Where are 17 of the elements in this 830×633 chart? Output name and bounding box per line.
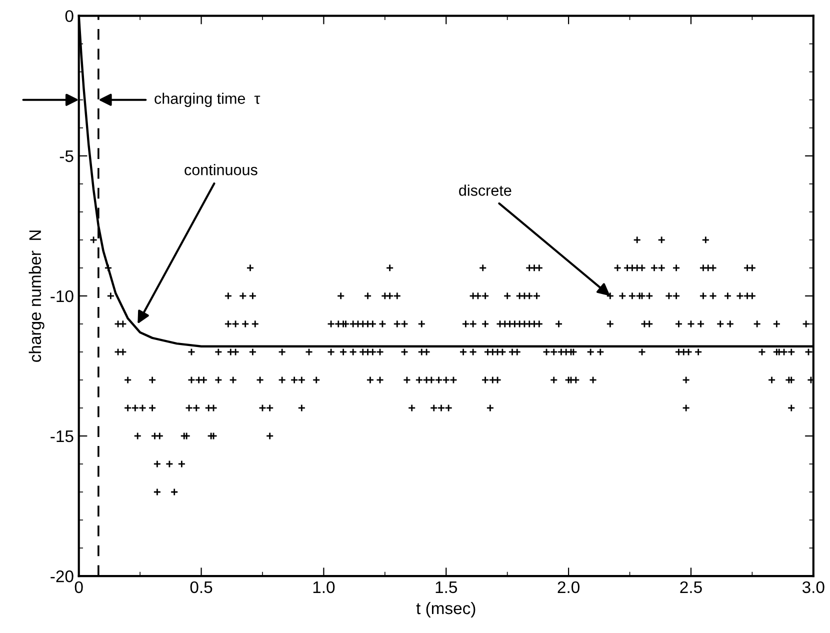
annotation: discrete: [459, 184, 512, 196]
x-axis-title: t (msec): [416, 602, 476, 618]
y-tick-label: -10: [50, 290, 74, 302]
x-tick-label: 2.0: [558, 581, 580, 594]
y-tick-label: -15: [50, 430, 74, 442]
x-tick-label: 1.0: [313, 581, 335, 594]
annotation: continuous: [184, 164, 258, 176]
x-tick-label: 1.5: [436, 582, 458, 594]
y-tick-label: -20: [50, 570, 74, 582]
x-tick-label: 2.5: [680, 581, 702, 594]
x-tick-label: 3.0: [802, 581, 824, 594]
y-tick-label: -5: [60, 150, 74, 162]
x-tick-label: 0: [74, 581, 83, 594]
y-axis-title: charge number N: [28, 230, 44, 362]
annotation: charging time τ: [154, 92, 260, 107]
y-tick-label: 0: [65, 10, 74, 22]
x-tick-label: 0.5: [190, 581, 212, 594]
